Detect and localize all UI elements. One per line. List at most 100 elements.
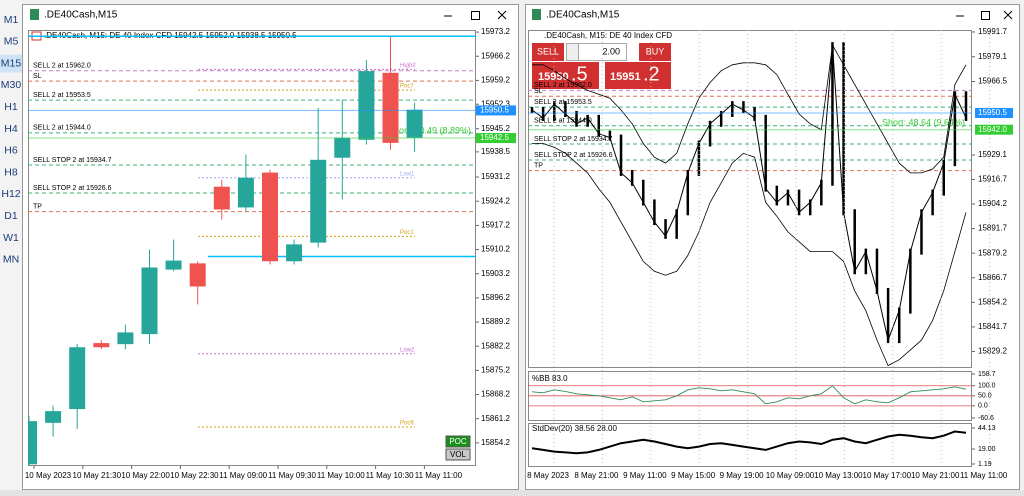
x-tick-label: 9 May 19:00 xyxy=(720,471,765,480)
y-tick-label: 15854.2 xyxy=(978,297,1007,306)
bid-small[interactable]: .5 xyxy=(571,63,588,85)
y-tick-label: 15861.2 xyxy=(481,414,510,423)
y-tick-label: 0.0 xyxy=(978,403,988,410)
candle-body xyxy=(69,347,86,410)
left-plot xyxy=(28,35,476,466)
y-tick-label: 15945.2 xyxy=(481,124,510,133)
level-label: Poc6 xyxy=(400,421,414,427)
x-tick-label: 11 May 11:00 xyxy=(960,471,1008,480)
poc-button[interactable] xyxy=(445,435,471,448)
level-label: Low2 xyxy=(400,347,415,353)
level-label: Low1 xyxy=(400,171,415,177)
window-title: .DE40Cash,M15 xyxy=(546,10,620,21)
price-tag xyxy=(975,107,1013,118)
button-label[interactable]: POC xyxy=(449,437,467,446)
x-tick-label: 10 May 17:00 xyxy=(863,471,912,480)
y-tick-label: 15904.2 xyxy=(978,199,1007,208)
x-tick-label: 10 May 22:30 xyxy=(170,471,219,480)
vol-button[interactable] xyxy=(445,448,471,461)
price-tag-label: 15942.5 xyxy=(480,133,509,142)
chart-info: .DE40Cash, M15: DE 40 Index CFD xyxy=(544,31,672,40)
volume-down[interactable] xyxy=(566,43,579,61)
y-tick-label: 1.19 xyxy=(978,461,992,468)
buy-label[interactable]: BUY xyxy=(646,46,665,56)
x-tick-label: 10 May 2023 xyxy=(25,471,72,480)
ask-big[interactable]: 15951 xyxy=(610,71,641,83)
bb-title: %BB 83.0 xyxy=(532,374,568,383)
x-tick-label: 11 May 11:00 xyxy=(415,471,463,480)
price-tag xyxy=(476,133,516,144)
x-tick-label: 10 May 21:00 xyxy=(911,471,960,480)
y-tick-label: 15879.2 xyxy=(978,248,1007,257)
order-label: SL xyxy=(534,88,543,95)
candle-body xyxy=(93,343,110,348)
order-label: SELL 2 at 15944.0 xyxy=(33,125,91,132)
order-label: SELL 2 at 15944.0 xyxy=(534,118,592,125)
candle-body xyxy=(165,260,182,270)
timeframe: M15 xyxy=(1,57,22,69)
order-label: SELL 2 at 15962.0 xyxy=(33,63,91,70)
y-tick-label: 15917.2 xyxy=(481,220,510,229)
y-tick-label: 15889.2 xyxy=(481,317,510,326)
order-label: SELL STOP 2 at 15934.7 xyxy=(33,157,112,164)
buy-button[interactable] xyxy=(639,43,671,61)
order-label: SELL STOP 2 at 15926.6 xyxy=(33,185,112,192)
volume-input[interactable] xyxy=(578,43,627,61)
x-tick-label: 9 May 11:00 xyxy=(623,471,667,480)
y-tick-label: 100.0 xyxy=(978,383,996,390)
y-tick-label: 44.13 xyxy=(978,425,996,432)
window-title: .DE40Cash,M15 xyxy=(44,10,118,21)
candle-body xyxy=(406,109,423,138)
x-tick-label: 11 May 10:30 xyxy=(366,471,414,480)
x-tick-label: 8 May 21:00 xyxy=(574,471,619,480)
y-tick-label: 15903.2 xyxy=(481,269,510,278)
bid-big[interactable]: 15950 xyxy=(538,71,569,83)
window-icon xyxy=(532,9,541,20)
y-tick-label: 15841.7 xyxy=(978,322,1007,331)
close[interactable] xyxy=(497,10,507,20)
y-tick-label: 15959.2 xyxy=(481,76,510,85)
ask-small[interactable]: .2 xyxy=(643,63,660,85)
x-tick-label: 10 May 21:30 xyxy=(73,471,122,480)
timeframe: M30 xyxy=(1,79,22,91)
candle-body xyxy=(28,421,37,465)
level-label: High2 xyxy=(400,63,416,69)
tab-bar xyxy=(0,490,1024,496)
timeframe: H6 xyxy=(4,145,18,157)
active-timeframe xyxy=(0,54,22,73)
bid-box[interactable] xyxy=(532,62,599,89)
maximize[interactable] xyxy=(981,11,990,20)
timeframe: MN xyxy=(3,254,19,266)
sell-button[interactable] xyxy=(532,43,564,61)
y-tick-label: 15868.2 xyxy=(481,390,510,399)
maximize[interactable] xyxy=(471,11,480,20)
order-label: SELL 2 at 15953.5 xyxy=(534,99,592,106)
x-tick-label: 10 May 09:00 xyxy=(766,471,815,480)
button-label[interactable]: VOL xyxy=(450,450,467,459)
timeframe: H12 xyxy=(1,188,20,200)
sell-label[interactable]: SELL xyxy=(537,46,559,56)
volume[interactable]: 2.00 xyxy=(602,46,620,56)
candle-body xyxy=(117,332,134,345)
price-tag-label: 15950.5 xyxy=(480,106,509,115)
close[interactable] xyxy=(1003,10,1013,20)
order-label: SELL STOP 2 at 15926.6 xyxy=(534,152,613,159)
y-tick-label: 15891.7 xyxy=(978,224,1007,233)
timeframe: H8 xyxy=(4,166,18,178)
timeframe: H1 xyxy=(4,101,18,113)
timeframe: M1 xyxy=(4,14,19,26)
left-plot-frame xyxy=(28,30,476,466)
window-icon xyxy=(30,9,39,20)
level-label: Poc7 xyxy=(400,84,414,90)
ask-box[interactable] xyxy=(605,62,671,89)
price-tag-label: 15942.0 xyxy=(978,125,1007,134)
y-tick-label: 15966.2 xyxy=(481,51,510,60)
timeframe: M5 xyxy=(4,36,19,48)
price-tag xyxy=(975,124,1013,135)
y-tick-label: 15938.5 xyxy=(481,147,510,156)
y-tick-label: 19.00 xyxy=(978,446,996,453)
right-plot-frame xyxy=(528,30,972,368)
y-tick-label: 15991.7 xyxy=(978,27,1007,36)
order-label: SL xyxy=(33,73,42,80)
price-tag-label: 15950.5 xyxy=(978,108,1007,117)
